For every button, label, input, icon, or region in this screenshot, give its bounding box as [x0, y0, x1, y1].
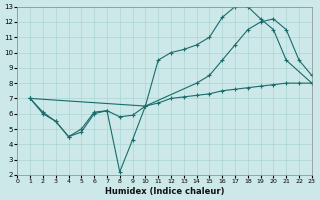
X-axis label: Humidex (Indice chaleur): Humidex (Indice chaleur) — [105, 187, 224, 196]
